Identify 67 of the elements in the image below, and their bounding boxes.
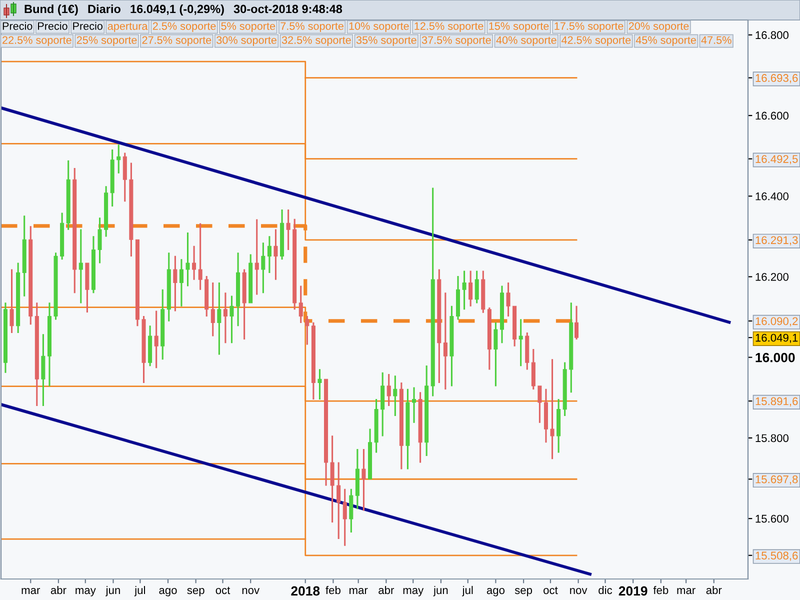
x-tick-label: sep (514, 588, 532, 596)
x-tick-label: oct (544, 586, 558, 594)
annotation: 17.5% soporte (554, 22, 624, 32)
x-tick-label: mar (22, 588, 40, 594)
x-tick-label: mar (677, 588, 696, 594)
x-tick-label: jul (134, 586, 145, 596)
x-tick-label: jun (433, 586, 448, 596)
annotation: 40% soporte (496, 36, 556, 46)
annotation: 15% soporte (489, 22, 549, 32)
annotation: apertura (108, 22, 148, 32)
x-tick-label: jun (106, 586, 120, 596)
x-tick-label: nov (242, 588, 260, 594)
x-tick-label: 2018 (291, 586, 320, 596)
y-tick-label: 16.800 (756, 31, 788, 40)
annotation: 45% soporte (636, 36, 696, 46)
y-tick-label: 16.400 (756, 192, 788, 200)
y2-tick-label: 16.291,3 (756, 236, 798, 246)
annotation: 2.5% soporte (152, 22, 216, 32)
x-tick-label: abr (706, 586, 722, 594)
x-tick-label: dic (598, 586, 612, 594)
x-tick-label: sep (187, 588, 204, 596)
x-tick-label: ago (159, 588, 177, 596)
x-tick-label: oct (216, 586, 230, 594)
x-tick-label: mar (350, 588, 368, 594)
annotation: 7.5% soporte (280, 22, 344, 32)
x-tick-label: nov (570, 588, 588, 594)
annotation: 10% soporte (349, 22, 409, 32)
annotation: 35% soporte (356, 36, 416, 46)
x-tick-label: feb (326, 586, 340, 594)
y-tick-label: 15.600 (756, 514, 788, 523)
y2-tick-label: 16.090,2 (756, 317, 798, 326)
annotation: 22.5% soporte (2, 36, 72, 46)
annotation: 20% soporte (628, 22, 689, 32)
x-tick-label: abr (378, 586, 394, 594)
text: 16.049,1 (-0,29%) (130, 4, 224, 16)
y2-tick-label: 15.697,8 (756, 475, 798, 485)
annotation: Precio (73, 22, 103, 30)
annotation: 27.5% soporte (142, 36, 212, 46)
text: Diario (88, 4, 120, 14)
y-tick-label: 16.000 (756, 352, 795, 362)
y2-tick-label: 15.508,6 (756, 552, 798, 561)
chart-title: Bund (1€) (24, 4, 78, 16)
y2-tick-label: 16.049,1 (756, 334, 798, 343)
x-tick-label: may (76, 588, 96, 596)
y-tick-label: 16.600 (756, 112, 788, 120)
x-tick-label: ago (486, 588, 505, 596)
annotation: 32.5% soporte (282, 36, 351, 46)
y2-tick-label: 16.492,5 (756, 155, 798, 164)
x-tick-label: jul (462, 586, 473, 596)
y-tick-label: 16.200 (756, 272, 788, 281)
x-tick-label: feb (653, 586, 668, 594)
annotation: Precio (2, 22, 32, 30)
annotation: Precio (38, 22, 68, 30)
annotation: 42.5% soporte (562, 36, 631, 46)
x-tick-label: 2019 (618, 586, 648, 596)
x-tick-label: may (403, 588, 424, 596)
annotation: 25% soporte (76, 36, 137, 46)
annotation: 37.5% soporte (422, 36, 491, 46)
annotation: 47.5% (701, 36, 732, 44)
annotation: 12.5% soporte (414, 22, 484, 32)
annotation: 30% soporte (216, 36, 276, 46)
y2-tick-label: 15.891,6 (756, 397, 798, 406)
y2-tick-label: 16.693,6 (756, 74, 798, 84)
annotation: 5% soporte (221, 22, 276, 32)
text: 30-oct-2018 9:48:48 (234, 4, 342, 14)
x-tick-label: abr (50, 586, 66, 594)
y-tick-label: 15.800 (756, 434, 788, 442)
